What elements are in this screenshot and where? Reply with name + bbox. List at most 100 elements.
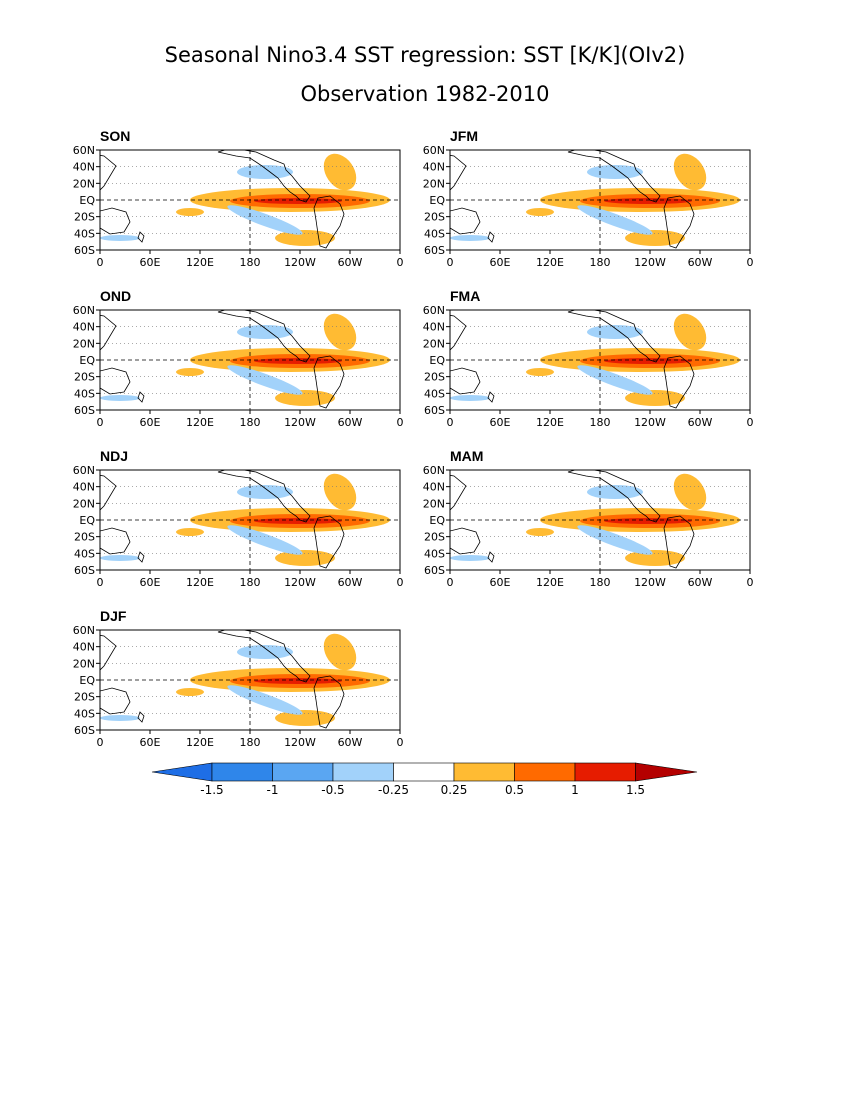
lat-tick-label: 20N — [423, 337, 445, 350]
axis-ticks: 0 60E 120E 180 120W 60W 0 60N 40N 20N EQ 20S 40S 60S — [423, 144, 754, 269]
panel-djf: DJF 0 60E 120E 180 120W 60W 0 60N 40N 20N EQ 20S 40S 6… — [73, 608, 404, 749]
lat-tick-label: 40S — [74, 707, 95, 720]
lat-tick-label: 20N — [73, 177, 95, 190]
lon-tick-label: 120E — [186, 416, 214, 429]
cool-patch-south — [577, 205, 653, 235]
colorbar: -1.5 -1 -0.5 -0.25 0.25 0.5 1 1.5 — [151, 762, 698, 797]
lon-tick-label: 180 — [590, 576, 611, 589]
lat-tick-label: 40N — [423, 321, 445, 334]
cool-patch-southwest — [450, 395, 490, 401]
lat-tick-label: 60N — [73, 624, 95, 637]
lon-tick-label: 60W — [688, 416, 713, 429]
colorbar-arrow-high — [635, 762, 698, 782]
lon-tick-label: 0 — [447, 256, 454, 269]
lon-tick-label: 0 — [397, 416, 404, 429]
colorbar-tick-label: -0.5 — [321, 783, 344, 797]
lon-tick-label: 120E — [536, 416, 564, 429]
lon-tick-label: 0 — [397, 736, 404, 749]
lon-tick-label: 120W — [284, 736, 316, 749]
panel-fma: FMA 0 60E 120E 180 120W 60W 0 60N 40N 20N EQ 20S 40S 6… — [423, 288, 754, 429]
cool-patch-south — [227, 205, 303, 235]
panel-label: FMA — [450, 288, 480, 304]
lat-tick-label: 20S — [424, 531, 445, 544]
lat-tick-label: 40N — [73, 481, 95, 494]
sst-shading — [100, 473, 390, 566]
panel-ndj: NDJ 0 60E 120E 180 120W 60W 0 60N 40N 20N EQ 20S 40S 6… — [73, 448, 404, 589]
lat-tick-label: 40S — [74, 547, 95, 560]
lat-tick-label: 60S — [424, 244, 445, 257]
sst-shading — [100, 313, 390, 406]
lat-tick-label: 40S — [424, 227, 445, 240]
warm-patch-indian — [526, 528, 554, 536]
lon-tick-label: 0 — [447, 576, 454, 589]
cool-patch-south — [227, 525, 303, 555]
lon-tick-label: 120E — [186, 736, 214, 749]
panel-mam: MAM 0 60E 120E 180 120W 60W 0 60N 40N 20N EQ 20S 40S 6… — [423, 448, 754, 589]
panel-son: SON 0 60E 120E 180 120W 60W 0 60N 40N 20N EQ 20S 40S 6… — [73, 128, 404, 269]
warm-patch-north — [323, 633, 357, 671]
cool-patch-southwest — [100, 235, 140, 241]
warm-patch-indian — [526, 368, 554, 376]
warm-patch-north — [323, 153, 357, 191]
lat-tick-label: EQ — [79, 194, 95, 207]
lat-tick-label: EQ — [79, 674, 95, 687]
warm-patch-south — [625, 230, 685, 246]
axis-ticks: 0 60E 120E 180 120W 60W 0 60N 40N 20N EQ 20S 40S 60S — [423, 304, 754, 429]
lat-tick-label: 20N — [73, 657, 95, 670]
panel-label: DJF — [100, 608, 127, 624]
lon-tick-label: 180 — [240, 256, 261, 269]
colorbar-arrow-low — [151, 762, 213, 782]
cool-patch-southwest — [450, 235, 490, 241]
cool-patch-north — [587, 325, 643, 339]
lat-tick-label: 20N — [423, 497, 445, 510]
lon-tick-label: 60E — [140, 256, 161, 269]
lat-tick-label: 60S — [74, 404, 95, 417]
warm-patch-south — [275, 550, 335, 566]
lon-tick-label: 60W — [338, 736, 363, 749]
panel-grid: SON 0 60E 120E 180 120W 60W 0 60N 40N 20N EQ 20S 40S 6… — [73, 128, 754, 749]
cool-patch-south — [227, 365, 303, 395]
lon-tick-label: 60E — [490, 256, 511, 269]
lon-tick-label: 60W — [688, 256, 713, 269]
lat-tick-label: 40S — [74, 387, 95, 400]
lat-tick-label: 20S — [74, 691, 95, 704]
colorbar-tick-label: 0.25 — [441, 783, 468, 797]
cool-patch-north — [237, 325, 293, 339]
colorbar-segment — [574, 762, 636, 782]
axis-ticks: 0 60E 120E 180 120W 60W 0 60N 40N 20N EQ 20S 40S 60S — [73, 624, 404, 749]
warm-patch-south — [625, 390, 685, 406]
lon-tick-label: 60E — [490, 416, 511, 429]
cool-patch-north — [587, 485, 643, 499]
sst-shading — [450, 473, 740, 566]
panel-ond: OND 0 60E 120E 180 120W 60W 0 60N 40N 20N EQ 20S 40S 6… — [73, 288, 404, 429]
colorbar-tick-label: -0.25 — [378, 783, 409, 797]
lon-tick-label: 0 — [97, 576, 104, 589]
axis-ticks: 0 60E 120E 180 120W 60W 0 60N 40N 20N EQ 20S 40S 60S — [423, 464, 754, 589]
lon-tick-label: 180 — [240, 736, 261, 749]
lat-tick-label: 60N — [73, 144, 95, 157]
lon-tick-label: 0 — [747, 416, 754, 429]
lon-tick-label: 60E — [140, 736, 161, 749]
panel-label: JFM — [450, 128, 478, 144]
lon-tick-label: 0 — [747, 256, 754, 269]
warm-patch-north — [323, 473, 357, 511]
warm-patch-south — [275, 710, 335, 726]
lon-tick-label: 0 — [97, 256, 104, 269]
colorbar-segment — [272, 762, 334, 782]
lat-tick-label: 40S — [74, 227, 95, 240]
axis-ticks: 0 60E 120E 180 120W 60W 0 60N 40N 20N EQ 20S 40S 60S — [73, 144, 404, 269]
lon-tick-label: 120W — [284, 416, 316, 429]
lat-tick-label: EQ — [79, 354, 95, 367]
cool-patch-southwest — [100, 395, 140, 401]
cool-patch-south — [577, 525, 653, 555]
lat-tick-label: 40N — [423, 161, 445, 174]
lat-tick-label: 20S — [424, 371, 445, 384]
cool-patch-south — [577, 365, 653, 395]
figure-subtitle: Observation 1982-2010 — [300, 82, 549, 106]
lat-tick-label: 60S — [74, 564, 95, 577]
warm-patch-south — [275, 230, 335, 246]
lon-tick-label: 120W — [634, 576, 666, 589]
lat-tick-label: EQ — [79, 514, 95, 527]
lat-tick-label: 20N — [73, 337, 95, 350]
lon-tick-label: 0 — [447, 416, 454, 429]
